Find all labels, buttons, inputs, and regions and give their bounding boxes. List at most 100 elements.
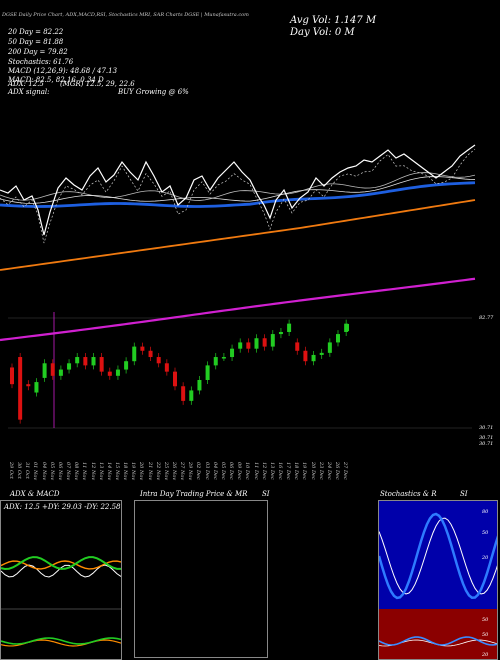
date-label: 11 Dec: [252, 462, 259, 480]
date-label: 16 Dec: [276, 462, 283, 480]
candle-body: [254, 338, 259, 349]
ema50-line: [0, 181, 476, 208]
candle-body: [270, 334, 275, 347]
date-label: 26 Nov: [171, 462, 177, 481]
candle-body: [295, 342, 300, 351]
macd-label-1: MACD (12,26,9): 48.68 / 47.13: [8, 67, 118, 75]
date-label: 22 Nov: [154, 462, 161, 481]
stoch-panel-title: Stochastics & R: [380, 490, 437, 498]
stochastics-panel: 80 50 20 50 50 20: [378, 500, 498, 660]
candle-body: [99, 357, 104, 372]
date-label: 24 Dec: [325, 462, 332, 480]
candle-body: [83, 357, 88, 366]
candle-body: [238, 342, 243, 349]
candle-body: [140, 346, 145, 351]
date-label: 06 Dec: [228, 462, 235, 480]
candle-body: [319, 352, 324, 355]
date-label: 06 Nov: [56, 462, 63, 481]
stoch-panel-si: SI: [460, 490, 468, 498]
stoch-tick-label: 20: [481, 555, 489, 561]
candle-body: [18, 357, 23, 420]
candle-body: [336, 334, 340, 343]
date-label: 07 Nov: [65, 462, 72, 481]
candle-body: [327, 342, 332, 353]
candle-body: [58, 369, 63, 376]
candle-body: [230, 348, 235, 358]
adx-panel-svg: [1, 556, 121, 647]
price-axis-low-1: 30.71: [479, 425, 494, 431]
ema-white-line-1: [0, 176, 476, 204]
adx-panel: ADX: 12.5 +DY: 29.03 -DY: 22.58: [0, 500, 122, 660]
macd-line: [1, 637, 121, 645]
macd-label-2: MACD: 82.5, 82.16, 0.34 D: [8, 76, 104, 84]
date-label: 23 Dec: [317, 462, 324, 480]
date-label: 27 Nov: [179, 462, 186, 481]
rsi-tick-label: 50: [482, 632, 489, 638]
ema100-line: [0, 199, 476, 271]
date-label: 17 Dec: [285, 462, 292, 480]
candle-body: [34, 382, 39, 393]
date-label: 05 Dec: [219, 462, 226, 480]
candle-body: [213, 357, 218, 366]
candle-body: [278, 331, 283, 335]
stoch-tick-label: 80: [482, 509, 489, 515]
date-label: 29 Oct: [8, 462, 14, 479]
candle-body: [262, 338, 267, 347]
date-label: 20 Nov: [138, 462, 145, 481]
candle-body: [221, 357, 226, 359]
date-label: 05 Nov: [48, 462, 55, 481]
ema50-label: 50 Day = 81.88: [8, 38, 64, 46]
candle-body: [10, 367, 14, 385]
candle-body: [181, 386, 186, 401]
date-label: 04 Dec: [211, 462, 218, 480]
candle-body: [50, 363, 55, 376]
date-label: 08 Nov: [73, 462, 80, 481]
adx-values: ADX: 12.5 +DY: 29.03 -DY: 22.58: [4, 503, 121, 511]
price-chart-svg: [0, 144, 476, 429]
adx-signal-value: BUY Growing @ 6%: [118, 88, 189, 96]
candle-body: [107, 371, 112, 376]
candle-body: [91, 357, 96, 366]
adx-panel-title: ADX & MACD: [10, 490, 60, 498]
date-label: 20 Dec: [309, 462, 316, 480]
candle-body: [287, 323, 292, 332]
candle-body: [67, 363, 72, 370]
date-label: 21 Nov: [146, 462, 153, 481]
date-label: 13 Dec: [268, 462, 275, 480]
date-label: 30 Oct: [16, 462, 23, 479]
stoch-panel-svg: 80 50 20 50 50 20: [379, 501, 497, 659]
date-label: 01 Nov: [32, 462, 39, 481]
date-label: 31 Oct: [24, 462, 31, 479]
candle-body: [75, 357, 80, 364]
intraday-panel-title: Intra Day Trading Price & MR: [140, 490, 248, 498]
macd-signal-line: [1, 639, 121, 647]
price-line-dotted: [0, 148, 476, 244]
candle-body: [124, 361, 129, 370]
ema200-line: [0, 277, 476, 342]
candle-body: [115, 369, 120, 376]
avg-volume: Avg Vol: 1.147 M: [290, 15, 377, 26]
date-label: 19 Nov: [130, 462, 137, 481]
rsi-line: [379, 636, 497, 646]
date-label: 02 Dec: [195, 462, 202, 480]
date-label: 10 Dec: [244, 462, 251, 480]
date-label: 03 Dec: [203, 462, 210, 480]
price-line: [0, 144, 476, 236]
candle-body: [148, 350, 153, 358]
candle-body: [303, 350, 308, 362]
chart-header: DGSE Daily Price Chart, ADX,MACD,RSI, St…: [2, 12, 249, 18]
candle-body: [311, 354, 316, 362]
candle-body: [42, 363, 47, 378]
candle-body: [197, 379, 202, 391]
ema200-label: 200 Day = 79.82: [8, 48, 68, 56]
candle-body: [156, 357, 161, 364]
stoch-fast-line: [379, 512, 497, 600]
rsi-tick-label: 20: [481, 652, 489, 658]
candle-body: [132, 346, 137, 362]
candle-body: [189, 390, 194, 401]
date-label: 25 Nov: [162, 462, 169, 481]
price-axis-high: 82.77: [479, 315, 494, 321]
candle-body: [164, 363, 169, 372]
day-volume: Day Vol: 0 M: [290, 27, 355, 38]
stochastics-label: Stochastics: 61.76: [8, 58, 74, 66]
